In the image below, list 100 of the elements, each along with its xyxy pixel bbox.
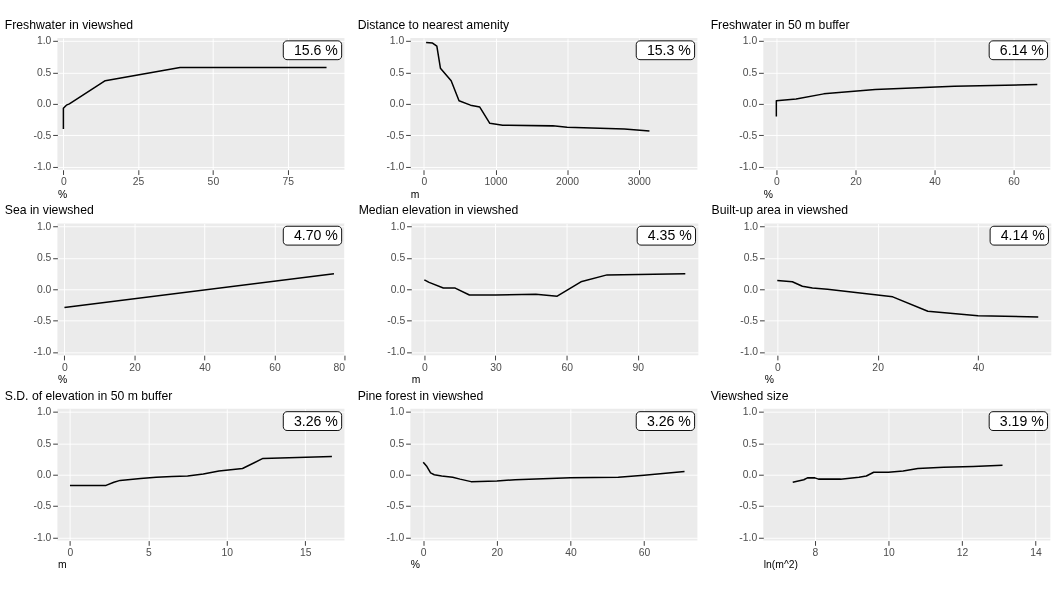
- x-tick-label: 30: [490, 361, 502, 373]
- y-tick-label: -1.0: [33, 160, 52, 172]
- y-tick-label: -1.0: [387, 346, 406, 358]
- chart-title: Median elevation in viewshed: [358, 203, 519, 218]
- line-series: [775, 83, 1039, 118]
- chart-title: Freshwater in viewshed: [4, 17, 134, 32]
- line-series: [423, 272, 687, 297]
- chart-title: Pine forest in viewshed: [357, 388, 484, 403]
- y-tick-label: 0.0: [390, 283, 406, 295]
- y-tick-label: 0.0: [389, 98, 405, 110]
- x-tick-label: 25: [132, 176, 145, 188]
- x-tick-label: 0: [421, 361, 428, 373]
- y-tick-label: -1.0: [33, 531, 52, 543]
- x-tick-label: 40: [199, 361, 211, 373]
- y-tick-label: 0.0: [36, 283, 52, 295]
- x-axis-title: %: [763, 188, 773, 200]
- line-series: [422, 461, 686, 483]
- x-axis-title: m: [57, 559, 67, 571]
- annotation: 4.70 %: [293, 227, 339, 244]
- x-tick-label: 50: [207, 176, 220, 188]
- chart-title: Distance to nearest amenity: [357, 17, 511, 32]
- y-tick-label: -0.5: [739, 129, 758, 141]
- annotation: 3.26 %: [293, 412, 339, 429]
- y-tick-label: 1.0: [742, 35, 758, 47]
- y-tick-label: 0.0: [742, 469, 758, 481]
- y-tick-label: -1.0: [386, 531, 405, 543]
- annotation: 15.6 %: [293, 41, 339, 58]
- line-series: [69, 455, 333, 487]
- y-tick-label: 0.5: [36, 252, 52, 264]
- line-series: [791, 464, 1004, 484]
- x-tick-label: 3000: [627, 176, 651, 188]
- annotation: 3.19 %: [999, 412, 1045, 429]
- x-tick-label: 5: [145, 547, 152, 559]
- y-tick-label: -0.5: [739, 500, 758, 512]
- chart-title: Freshwater in 50 m buffer: [710, 17, 850, 32]
- x-tick-label: 40: [929, 176, 941, 188]
- y-tick-label: 0.0: [389, 469, 405, 481]
- x-tick-label: 20: [850, 176, 862, 188]
- y-tick-label: 1.0: [36, 35, 52, 47]
- y-tick-label: -0.5: [33, 500, 52, 512]
- y-tick-label: -1.0: [33, 346, 52, 358]
- y-tick-label: -0.5: [33, 129, 52, 141]
- chart-title: Built-up area in viewshed: [711, 203, 849, 218]
- x-tick-label: 10: [883, 547, 895, 559]
- annotation: 3.26 %: [646, 412, 692, 429]
- x-tick-label: 14: [1030, 547, 1043, 559]
- x-tick-label: 60: [638, 547, 651, 559]
- y-tick-label: 0.5: [36, 437, 52, 449]
- y-tick-label: 1.0: [743, 220, 759, 232]
- y-tick-label: -1.0: [386, 160, 405, 172]
- y-tick-label: 0.5: [389, 66, 405, 78]
- chart-title: S.D. of elevation in 50 m buffer: [4, 388, 173, 403]
- y-tick-label: -0.5: [387, 314, 406, 326]
- x-axis-title: ln(m^2): [763, 559, 798, 571]
- y-tick-label: -0.5: [386, 500, 405, 512]
- x-tick-label: 0: [60, 176, 67, 188]
- x-tick-label: 1000: [484, 176, 508, 188]
- x-axis-title: %: [57, 188, 68, 200]
- x-tick-label: 80: [333, 361, 346, 373]
- x-tick-label: 40: [565, 547, 577, 559]
- y-tick-label: 0.5: [390, 252, 406, 264]
- annotation: 6.14 %: [999, 41, 1045, 58]
- line-series: [62, 66, 328, 130]
- x-axis-title: %: [57, 373, 68, 385]
- y-tick-label: 1.0: [389, 406, 405, 418]
- annotation: 4.35 %: [647, 227, 693, 244]
- x-tick-label: 0: [773, 176, 780, 188]
- x-tick-label: 2000: [556, 176, 580, 188]
- x-tick-label: 40: [972, 361, 985, 373]
- y-tick-label: -0.5: [33, 314, 52, 326]
- y-tick-label: 1.0: [389, 35, 405, 47]
- annotation: 15.3 %: [646, 41, 692, 58]
- chart-title: Sea in viewshed: [4, 203, 94, 218]
- line-series: [776, 279, 1040, 318]
- y-tick-label: 0.0: [743, 283, 759, 295]
- x-tick-label: 8: [812, 547, 819, 559]
- x-axis-title: %: [410, 559, 421, 571]
- y-tick-label: 0.5: [743, 252, 759, 264]
- x-tick-label: 20: [491, 547, 504, 559]
- x-tick-label: 60: [1008, 176, 1021, 188]
- y-tick-label: 0.5: [36, 66, 52, 78]
- x-tick-label: 20: [872, 361, 885, 373]
- y-tick-label: -1.0: [740, 346, 759, 358]
- y-tick-label: 0.5: [742, 66, 758, 78]
- y-tick-label: 1.0: [390, 220, 406, 232]
- x-tick-label: 0: [67, 547, 74, 559]
- y-tick-label: 0.0: [36, 98, 52, 110]
- x-tick-label: 0: [420, 547, 427, 559]
- x-tick-label: 20: [129, 361, 141, 373]
- y-tick-label: 0.0: [742, 98, 758, 110]
- y-tick-label: 1.0: [36, 406, 52, 418]
- y-tick-label: -1.0: [739, 160, 758, 172]
- x-tick-label: 0: [421, 176, 428, 188]
- annotation: 4.14 %: [1000, 227, 1046, 244]
- x-tick-label: 12: [956, 547, 969, 559]
- y-tick-label: -0.5: [386, 129, 405, 141]
- chart-title: Viewshed size: [710, 388, 789, 403]
- y-tick-label: 1.0: [742, 406, 758, 418]
- x-tick-label: 0: [62, 361, 68, 373]
- y-tick-label: -0.5: [740, 314, 759, 326]
